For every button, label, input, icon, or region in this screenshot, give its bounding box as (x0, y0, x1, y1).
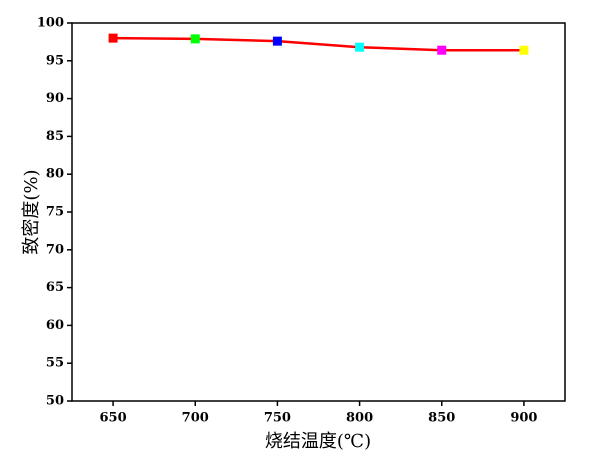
y-tick-label: 75 (46, 205, 64, 220)
point-marker (272, 36, 282, 46)
y-tick-label: 65 (46, 280, 64, 295)
x-tick-label: 800 (346, 411, 373, 426)
x-axis-title: 烧结温度(℃) (265, 431, 371, 452)
y-tick-label: 90 (46, 91, 64, 106)
point-marker (519, 45, 529, 55)
series-line (113, 36, 524, 52)
y-tick-label: 80 (46, 167, 64, 182)
y-axis-title: 致密度(%) (21, 169, 42, 254)
y-tick-label: 100 (37, 16, 64, 31)
y-tick-label: 55 (46, 356, 64, 371)
x-tick-label: 850 (428, 411, 455, 426)
point-marker (437, 45, 447, 55)
x-tick-label: 900 (510, 411, 537, 426)
point-marker (108, 33, 118, 43)
y-tick-label: 50 (46, 394, 64, 409)
y-tick-label: 70 (46, 242, 64, 257)
y-tick-label: 95 (46, 53, 64, 68)
x-tick-label: 750 (264, 411, 291, 426)
x-tick-label: 700 (182, 411, 209, 426)
plot-frame (71, 22, 566, 402)
point-marker (190, 34, 200, 44)
y-tick-label: 85 (46, 129, 64, 144)
x-tick-label: 650 (100, 411, 127, 426)
point-marker (355, 42, 365, 52)
y-tick-label: 60 (46, 318, 64, 333)
